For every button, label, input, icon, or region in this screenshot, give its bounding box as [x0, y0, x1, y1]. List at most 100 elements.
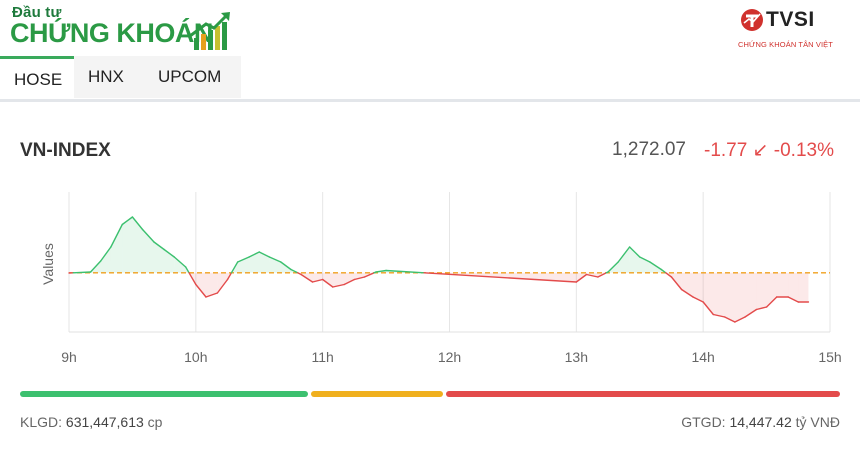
x-tick-label: 10h [184, 349, 207, 365]
x-tick-label: 14h [691, 349, 714, 365]
down-line-segment [765, 296, 778, 308]
up-area [153, 242, 165, 273]
down-line-segment [702, 301, 715, 316]
x-tick-label: 9h [61, 349, 77, 365]
up-line-segment [280, 261, 292, 271]
up-line-segment [660, 268, 667, 274]
down-area [745, 272, 757, 317]
down-area [788, 272, 799, 302]
up-line-segment [131, 216, 144, 231]
down-area [798, 272, 809, 302]
down-line-segment [755, 306, 768, 311]
down-line-segment [188, 272, 197, 286]
up-area [122, 217, 133, 273]
up-line-segment [639, 256, 651, 263]
down-line-segment [712, 313, 726, 318]
up-area [110, 224, 123, 273]
up-line-segment [617, 246, 631, 263]
volume-value: 631,447,613 [65, 414, 144, 430]
tab-upcom[interactable]: UPCOM [144, 56, 241, 98]
up-area [249, 252, 260, 273]
intraday-chart[interactable]: Values 9h 10h 11h 12h 13h 14h 15h [0, 180, 860, 375]
volume-info: KLGD: 631,447,613 cp [20, 414, 162, 430]
up-area [290, 269, 298, 273]
up-line-segment [121, 216, 134, 226]
up-area [259, 252, 270, 273]
up-line-segment [110, 223, 123, 248]
logo-main-text: CHỨNG KHOÁN [10, 18, 213, 48]
down-area [734, 272, 746, 322]
down-line-segment [724, 316, 736, 323]
up-area [386, 270, 425, 273]
x-tick-label: 12h [438, 349, 461, 365]
volume-label: KLGD: [20, 414, 63, 430]
up-area [618, 247, 630, 273]
chart-grid [68, 192, 831, 333]
down-line-segment [575, 273, 588, 283]
up-line-segment [141, 228, 155, 243]
x-tick-label: 11h [312, 349, 334, 365]
down-line-segment [226, 272, 233, 281]
up-line-segment [268, 256, 282, 263]
volume-unit: cp [147, 414, 163, 430]
x-tick-label: 15h [818, 349, 841, 365]
up-line-segment [248, 251, 260, 258]
unchanged-bar [311, 391, 444, 397]
down-area [693, 272, 704, 302]
tab-hose[interactable]: HOSE [0, 56, 74, 98]
tvsi-logo-icon [741, 9, 763, 31]
up-area [661, 269, 666, 273]
up-line-segment [628, 246, 641, 258]
down-line-segment [734, 316, 746, 323]
broker-logo[interactable]: TVSI CHỨNG KHOÁN TÂN VIỆT [738, 6, 848, 54]
decliners-bar [446, 391, 840, 397]
up-area [629, 247, 640, 273]
tab-hnx[interactable]: HNX [74, 56, 144, 98]
up-area [142, 229, 154, 273]
growth-chart-icon [189, 12, 230, 50]
up-line-segment [607, 261, 619, 273]
down-line-segment [353, 276, 366, 281]
up-line-segment [72, 271, 92, 274]
up-area [174, 257, 186, 273]
down-line-segment [343, 278, 356, 286]
down-area [354, 272, 365, 280]
down-line-segment [692, 296, 704, 303]
up-line-segment [153, 241, 165, 251]
site-logo[interactable]: Đầu tư CHỨNG KHOÁN [10, 4, 240, 52]
up-area [132, 217, 143, 273]
up-line-segment [184, 266, 190, 274]
index-quote: 1,272.07 -1.77 ↙ -0.13% [612, 139, 834, 162]
down-line-segment [300, 273, 314, 283]
up-line-segment [89, 260, 102, 273]
down-line-segment [205, 292, 219, 298]
chart-fills [69, 217, 809, 322]
down-line-segment [585, 273, 599, 278]
down-line-segment [321, 278, 334, 288]
value-info: GTGD: 14,447.42 tỷ VNĐ [681, 414, 840, 430]
up-line-segment [649, 261, 663, 271]
down-line-segment [744, 308, 758, 318]
index-value: 1,272.07 [612, 139, 686, 160]
down-area [766, 272, 777, 307]
broker-name: TVSI [766, 8, 815, 31]
x-axis-ticks: 9h 10h 11h 12h 13h 14h 15h [61, 349, 841, 365]
down-line-segment [311, 278, 324, 283]
y-axis-label: Values [40, 243, 56, 285]
up-line-segment [236, 256, 250, 263]
up-line-segment [100, 246, 112, 262]
index-change: -1.77 ↙ -0.13% [704, 140, 834, 161]
down-line-segment [363, 272, 375, 278]
up-line-segment [173, 256, 187, 268]
down-area [205, 272, 218, 297]
chart-lines [68, 216, 810, 323]
down-line-segment [670, 276, 683, 291]
down-line-segment [423, 272, 578, 283]
down-area [756, 272, 767, 310]
trade-value-unit: tỷ VNĐ [795, 414, 840, 430]
trade-value: 14,447.42 [729, 414, 792, 430]
logo-top-text: Đầu tư [12, 4, 62, 21]
up-line-segment [258, 251, 271, 258]
down-line-segment [680, 288, 694, 298]
down-area [332, 272, 345, 287]
